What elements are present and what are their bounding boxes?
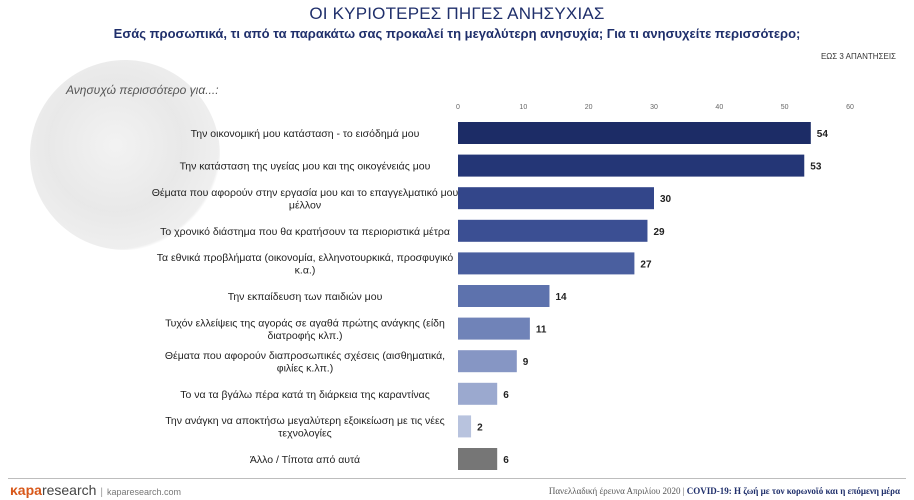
data-label: 27 bbox=[640, 259, 652, 270]
x-tick-label: 50 bbox=[781, 104, 789, 111]
bar bbox=[458, 154, 805, 177]
website-link[interactable]: kaparesearch.com bbox=[107, 487, 182, 497]
data-label: 9 bbox=[523, 357, 529, 368]
logo-mark: κapa bbox=[10, 482, 42, 498]
x-tick-label: 0 bbox=[456, 104, 460, 111]
survey-info: Πανελλαδική έρευνα Απριλίου 2020 | bbox=[548, 486, 685, 496]
x-tick-label: 60 bbox=[846, 104, 854, 111]
data-label: 53 bbox=[810, 162, 822, 173]
bar bbox=[458, 350, 517, 373]
bar bbox=[458, 448, 498, 470]
data-label: 11 bbox=[536, 325, 547, 336]
data-label: 29 bbox=[653, 227, 665, 238]
bar bbox=[458, 382, 498, 405]
answers-note: ΕΩΣ 3 ΑΠΑΝΤΗΣΕΙΣ bbox=[820, 52, 896, 61]
question-label: Ανησυχώ περισσότερο για...: bbox=[66, 83, 219, 97]
category-label: τεχνολογίες bbox=[278, 428, 331, 440]
logo-separator: | bbox=[100, 487, 104, 498]
footer-divider bbox=[8, 478, 906, 479]
category-label: Τυχόν ελλείψεις της αγοράς σε αγαθά πρώτ… bbox=[165, 317, 445, 329]
category-label: Θέματα που αφορούν διαπροσωπικές σχέσεις… bbox=[165, 350, 445, 362]
bar bbox=[458, 122, 811, 144]
bar bbox=[458, 317, 530, 340]
category-label: Την ανάγκη να αποκτήσω μεγαλύτερη εξοικε… bbox=[165, 415, 444, 427]
bar bbox=[458, 252, 635, 275]
page-subtitle: Εσάς προσωπικά, τι από τα παρακάτω σας π… bbox=[113, 26, 801, 41]
data-label: 6 bbox=[503, 390, 509, 401]
bar bbox=[458, 187, 654, 210]
category-label: φιλίες κ.λπ.) bbox=[277, 362, 333, 374]
bar bbox=[458, 415, 472, 438]
category-label: Την κατάσταση της υγείας μου και της οικ… bbox=[180, 161, 431, 173]
data-label: 30 bbox=[660, 194, 672, 205]
data-label: 2 bbox=[477, 422, 483, 433]
page-title: ΟΙ ΚΥΡΙΟΤΕΡΕΣ ΠΗΓΕΣ ΑΝΗΣΥΧΙΑΣ bbox=[309, 4, 605, 23]
category-label: Την οικονομική μου κατάσταση - το εισόδη… bbox=[191, 128, 420, 140]
category-label: κ.α.) bbox=[295, 265, 316, 277]
category-label: μέλλον bbox=[289, 199, 321, 211]
category-label: Τα εθνικά προβλήματα (οικονομία, ελληνοτ… bbox=[157, 252, 454, 264]
category-label: Το χρονικό διάστημα που θα κρατήσουν τα … bbox=[160, 226, 450, 238]
category-label: διατροφής κλπ.) bbox=[268, 330, 343, 342]
kapa-research-logo: κaparesearch | kaparesearch.com bbox=[10, 482, 181, 498]
survey-topic: COVID-19: Η ζωή με τον κορωνοϊό και η επ… bbox=[686, 486, 900, 496]
data-label: 14 bbox=[555, 292, 567, 303]
category-label: Το να τα βγάλω πέρα κατά τη διάρκεια της… bbox=[180, 389, 430, 401]
x-tick-label: 40 bbox=[715, 104, 723, 111]
logo-text: research bbox=[41, 482, 97, 498]
bar bbox=[458, 219, 648, 242]
bar bbox=[458, 285, 550, 307]
virus-watermark bbox=[30, 60, 220, 250]
data-label: 6 bbox=[503, 455, 509, 466]
category-label: Θέματα που αφορούν στην εργασία μου και … bbox=[152, 187, 459, 199]
survey-caption: Πανελλαδική έρευνα Απριλίου 2020 | COVID… bbox=[549, 486, 900, 496]
x-tick-label: 10 bbox=[519, 104, 527, 111]
data-label: 54 bbox=[817, 129, 829, 140]
category-label: Άλλο / Τίποτα από αυτά bbox=[250, 454, 360, 466]
category-label: Την εκπαίδευση των παιδιών μου bbox=[228, 291, 383, 303]
x-tick-label: 20 bbox=[585, 104, 593, 111]
x-tick-label: 30 bbox=[650, 104, 658, 111]
